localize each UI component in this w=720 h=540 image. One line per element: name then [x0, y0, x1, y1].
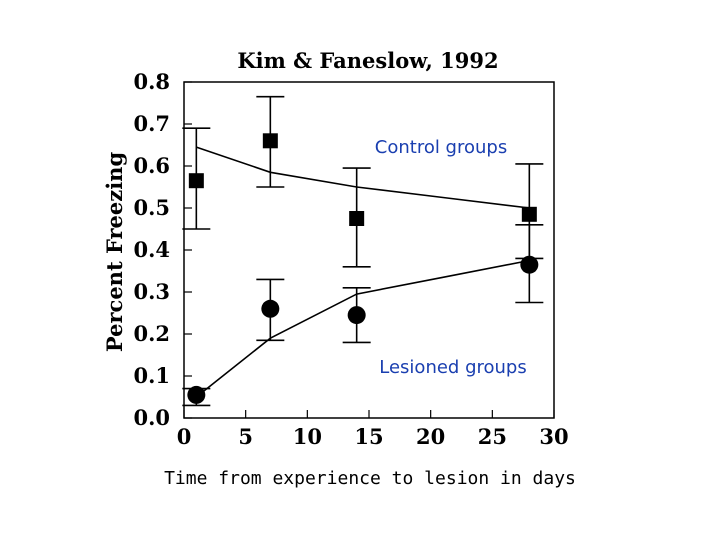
x-tick-label: 25	[478, 424, 507, 449]
x-tick-label: 30	[539, 424, 568, 449]
axis-ticks: 0 5 10 15 20 25 30 0.0 0.1 0.2 0.3 0.4 0.5 0.6 0.7 0.8	[133, 69, 568, 449]
square-marker	[188, 173, 204, 189]
series-label-control: Control groups	[375, 137, 507, 158]
y-tick-label: 0.8	[133, 69, 170, 94]
x-tick-label: 15	[354, 424, 383, 449]
y-axis-label: Percent Freezing	[102, 152, 127, 353]
square-marker	[349, 211, 365, 226]
y-tick-label: 0.1	[133, 363, 170, 388]
data-markers	[187, 133, 539, 404]
y-tick-label: 0.2	[133, 321, 170, 346]
x-tick-label: 0	[177, 424, 192, 449]
y-tick-label: 0.3	[133, 279, 170, 304]
y-tick-label: 0.5	[133, 195, 170, 220]
x-tick-label: 10	[293, 424, 322, 449]
circle-marker	[187, 385, 206, 404]
x-axis-label: Time from experience to lesion in days	[164, 468, 576, 489]
circle-marker	[520, 255, 539, 274]
y-tick-label: 0.6	[133, 153, 170, 178]
y-tick-label: 0.0	[133, 405, 170, 430]
series-label-lesioned: Lesioned groups	[379, 357, 526, 378]
square-marker	[262, 133, 278, 149]
circle-marker	[347, 306, 366, 325]
x-tick-label: 5	[238, 424, 253, 449]
x-tick-label: 20	[416, 424, 445, 449]
chart-title: Kim & Faneslow, 1992	[237, 48, 498, 73]
circle-marker	[261, 299, 280, 318]
y-tick-label: 0.7	[133, 111, 170, 136]
square-marker	[521, 206, 537, 222]
y-tick-label: 0.4	[133, 237, 170, 262]
